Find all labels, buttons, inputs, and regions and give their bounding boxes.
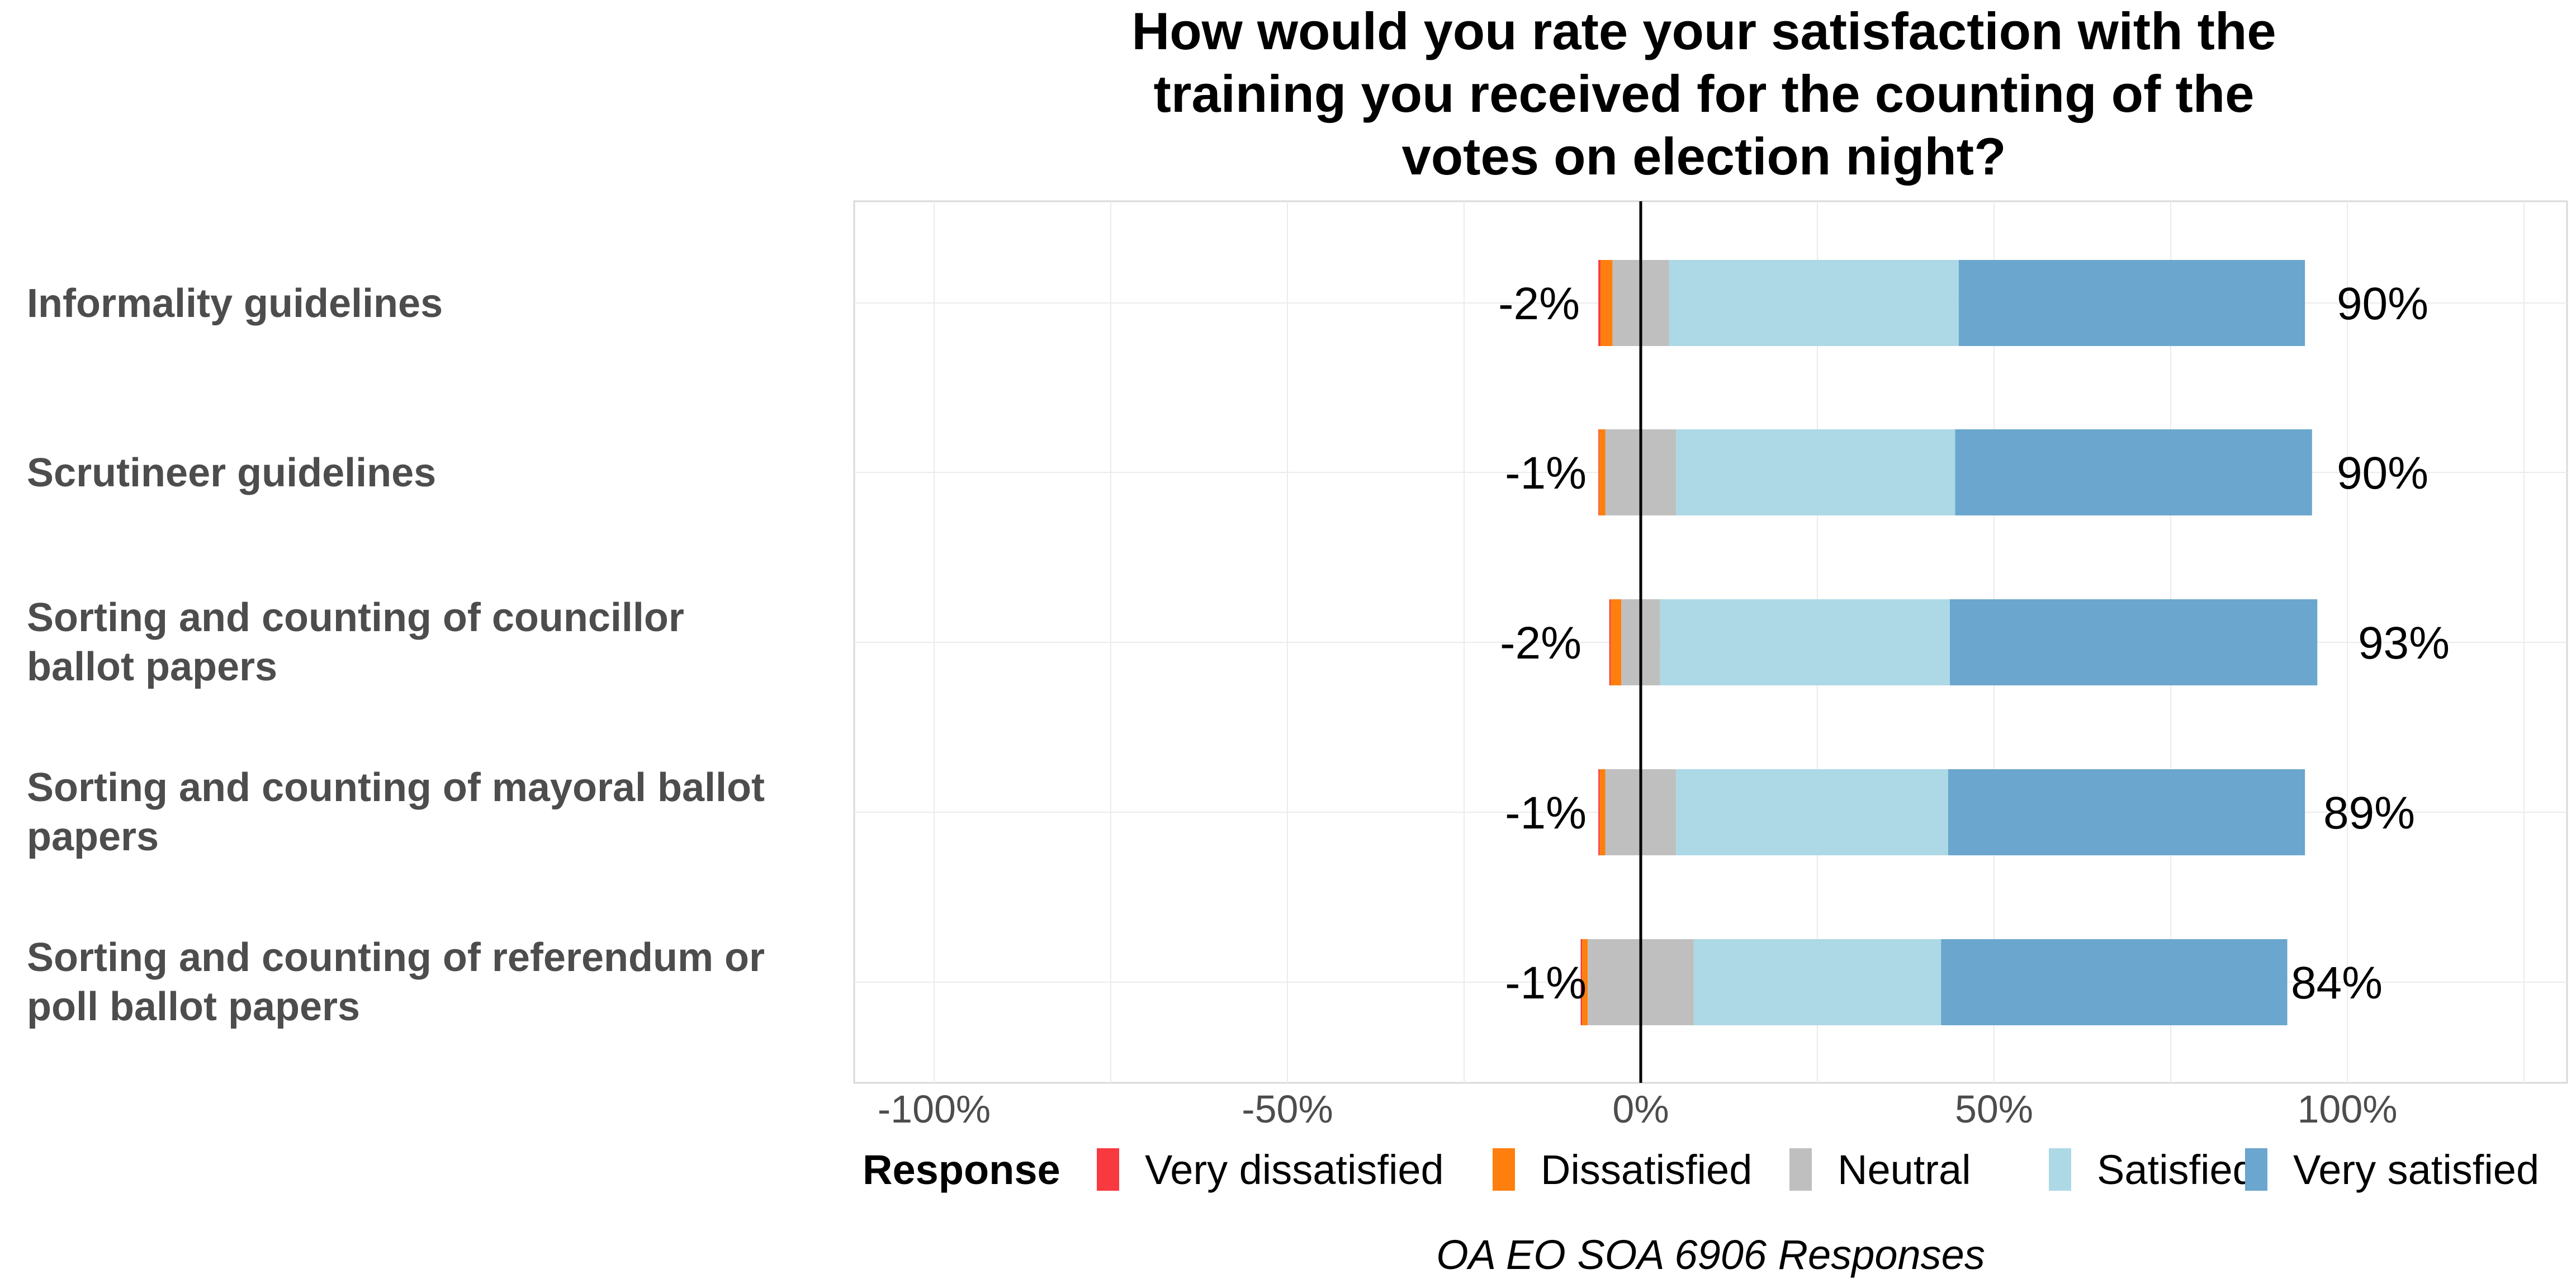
legend-key-satisfied bbox=[2049, 1148, 2071, 1191]
legend-title: Response bbox=[863, 1147, 1060, 1193]
legend-key-very-dissatisfied bbox=[1097, 1148, 1119, 1191]
chart-title-line-1: How would you rate your satisfaction wit… bbox=[1131, 2, 2276, 60]
legend-label: Very dissatisfied bbox=[1145, 1147, 1444, 1193]
legend-label: Neutral bbox=[1838, 1147, 1971, 1193]
x-tick-label: -50% bbox=[1242, 1087, 1333, 1131]
legend-key-very-satisfied bbox=[2245, 1148, 2267, 1191]
x-tick-label: 0% bbox=[1612, 1087, 1669, 1131]
legend-label: Dissatisfied bbox=[1541, 1147, 1752, 1193]
category-label: papers bbox=[27, 815, 159, 859]
negative-percent-label: -1% bbox=[1505, 958, 1587, 1008]
legend: Response Very dissatisfied Dissatisfied Neu… bbox=[863, 1147, 2539, 1193]
bar-satisfied-row-4 bbox=[1676, 769, 1948, 855]
bar-very-dissatisfied-row-3 bbox=[1609, 599, 1611, 685]
bar-very-satisfied-row-1 bbox=[1958, 260, 2305, 346]
category-label: Sorting and counting of councillor bbox=[27, 595, 684, 640]
positive-percent-label: 93% bbox=[2358, 618, 2450, 669]
negative-percent-label: -1% bbox=[1505, 788, 1587, 839]
category-label: Scrutineer guidelines bbox=[27, 451, 436, 495]
legend-key-neutral bbox=[1789, 1148, 1812, 1191]
bar-very-satisfied-row-3 bbox=[1950, 599, 2318, 685]
x-tick-label: 50% bbox=[1955, 1087, 2033, 1131]
bar-very-dissatisfied-row-1 bbox=[1598, 260, 1600, 346]
bar-dissatisfied-row-1 bbox=[1600, 260, 1613, 346]
bar-satisfied-row-2 bbox=[1676, 429, 1955, 515]
negative-percent-label: -2% bbox=[1500, 618, 1581, 669]
bar-satisfied-row-5 bbox=[1693, 939, 1942, 1025]
bar-dissatisfied-row-4 bbox=[1599, 769, 1606, 855]
x-tick-label: -100% bbox=[878, 1087, 991, 1131]
chart-title: How would you rate your satisfaction wit… bbox=[1131, 2, 2276, 186]
negative-percent-label: -1% bbox=[1505, 448, 1587, 499]
chart-title-line-3: votes on election night? bbox=[1401, 127, 2006, 186]
caption-text: OA EO SOA 6906 Responses bbox=[1436, 1232, 1985, 1278]
bar-very-dissatisfied-row-4 bbox=[1598, 769, 1600, 855]
x-axis-ticks: -100% -50% 0% 50% 100% bbox=[878, 1087, 2398, 1131]
value-labels: -2% 90% -1% 90% -2% 93% -1% 89% -1% 84% bbox=[1498, 278, 2450, 1008]
positive-percent-label: 84% bbox=[2291, 958, 2383, 1008]
legend-label: Very satisfied bbox=[2293, 1147, 2539, 1193]
negative-percent-label: -2% bbox=[1498, 278, 1580, 329]
bar-satisfied-row-1 bbox=[1669, 260, 1959, 346]
bar-dissatisfied-row-2 bbox=[1599, 429, 1606, 515]
legend-key-dissatisfied bbox=[1493, 1148, 1515, 1191]
bar-very-dissatisfied-row-2 bbox=[1598, 429, 1599, 515]
bar-very-dissatisfied-row-5 bbox=[1580, 939, 1583, 1025]
legend-label: Satisfied bbox=[2097, 1147, 2256, 1193]
caption: OA EO SOA 6906 Responses bbox=[1436, 1232, 1985, 1278]
category-label: Sorting and counting of mayoral ballot bbox=[27, 765, 765, 810]
category-label: Informality guidelines bbox=[27, 281, 443, 326]
bar-very-satisfied-row-5 bbox=[1941, 939, 2288, 1025]
bar-dissatisfied-row-5 bbox=[1582, 939, 1588, 1025]
bar-satisfied-row-3 bbox=[1660, 599, 1950, 685]
x-tick-label: 100% bbox=[2297, 1087, 2397, 1131]
category-labels: Informality guidelines Scrutineer guideli… bbox=[27, 281, 765, 1029]
category-label: poll ballot papers bbox=[27, 984, 360, 1029]
category-label: Sorting and counting of referendum or bbox=[27, 935, 765, 980]
positive-percent-label: 90% bbox=[2337, 278, 2428, 329]
positive-percent-label: 89% bbox=[2323, 788, 2415, 839]
bar-dissatisfied-row-3 bbox=[1611, 599, 1622, 685]
bar-very-satisfied-row-4 bbox=[1948, 769, 2305, 855]
positive-percent-label: 90% bbox=[2337, 448, 2428, 499]
category-label: ballot papers bbox=[27, 645, 277, 689]
bars bbox=[1580, 260, 2318, 1025]
chart-title-line-2: training you received for the counting o… bbox=[1154, 64, 2255, 123]
bar-very-satisfied-row-2 bbox=[1955, 429, 2312, 515]
